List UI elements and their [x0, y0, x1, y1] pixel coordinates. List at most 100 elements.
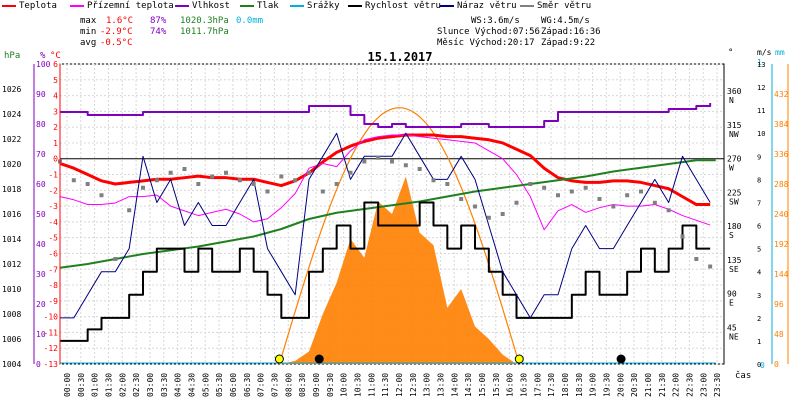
wind-tick-9: 9	[757, 153, 761, 161]
stat-sun-rise: Slunce Východ:07:56	[437, 27, 540, 37]
wind-tick-13: 13	[757, 61, 765, 69]
moonset-marker	[314, 354, 324, 364]
direction-tick-dir-1: NW	[729, 130, 739, 139]
legend-tlak[interactable]: Tlak	[240, 1, 279, 11]
series-layer	[58, 103, 716, 364]
x-tick-label-2: 01:00	[91, 373, 100, 397]
x-tick-label-8: 04:00	[174, 373, 183, 397]
celsius-tick-1: 5	[53, 76, 58, 85]
solar-tick-1: 48	[774, 330, 784, 339]
percent-tick-5: 50	[36, 210, 46, 219]
x-tick-label-43: 21:30	[658, 373, 667, 397]
stat-avg-temp: -0.5°C	[100, 38, 133, 48]
x-tick-label-16: 08:00	[284, 373, 293, 397]
legend-teplota[interactable]: Teplota	[2, 1, 57, 11]
direction-tick-dir-0: N	[729, 96, 734, 105]
x-tick-label-41: 20:30	[630, 373, 639, 397]
stat-wind-gust: WG:4.5m/s	[541, 16, 590, 26]
x-tick-label-3: 01:30	[104, 373, 113, 397]
wind-direction-point-21	[348, 170, 353, 175]
x-tick-label-28: 14:00	[450, 373, 459, 397]
x-tick-label-44: 22:00	[672, 373, 681, 397]
x-tick-label-26: 13:00	[423, 373, 432, 397]
x-tick-label-40: 20:00	[616, 373, 625, 397]
legend-prizemni-teplota-swatch	[70, 4, 84, 7]
wind-direction-point-31	[486, 215, 491, 220]
solar-tick-9: 432	[774, 90, 789, 99]
stat-min-temp: -2.9°C	[100, 27, 133, 37]
x-tick-label-24: 12:00	[395, 373, 404, 397]
wind-direction-point-6	[141, 185, 145, 190]
percent-tick-7: 70	[36, 150, 46, 159]
x-tick-label-9: 04:30	[187, 373, 196, 397]
wind-tick-0: 0	[757, 361, 761, 369]
legend-naraz-vetru-label: Náraz větru	[457, 1, 517, 11]
wind-direction-point-13	[237, 178, 242, 183]
wind-direction-point-40	[611, 204, 616, 209]
celsius-tick-18: -12	[44, 344, 59, 353]
series-3-line	[59, 159, 716, 269]
celsius-tick-7: -1	[48, 171, 58, 180]
wind-tick-8: 8	[757, 176, 761, 184]
hpa-tick-7: 1018	[2, 185, 21, 194]
stat-min-label: min	[80, 27, 97, 37]
direction-tick-dir-5: SE	[729, 265, 739, 274]
celsius-tick-3: 3	[53, 107, 58, 116]
celsius-tick-19: -13	[44, 360, 59, 369]
direction-tick-dir-3: SW	[729, 197, 739, 206]
legend-srazky[interactable]: Srážky	[290, 1, 340, 11]
wind-direction-point-37	[569, 189, 574, 194]
stat-max-rain: 0.0mm	[236, 16, 264, 26]
x-tick-label-42: 21:00	[644, 373, 653, 397]
celsius-tick-8: -2	[48, 186, 58, 195]
direction-tick-1: 315	[727, 121, 742, 130]
legend-vlhkost-swatch	[175, 4, 189, 7]
stat-moon-rise: Měsíc Východ:20:17	[437, 38, 535, 48]
legend-srazky-swatch	[290, 4, 304, 7]
hpa-tick-4: 1012	[2, 260, 21, 269]
x-tick-label-10: 05:00	[201, 373, 210, 397]
wind-direction-point-27	[431, 178, 436, 183]
series-2-line	[60, 103, 712, 128]
percent-tick-10: 100	[36, 60, 51, 69]
solar-tick-8: 384	[774, 120, 789, 129]
hpa-tick-5: 1014	[2, 235, 21, 244]
hpa-tick-0: 1004	[2, 360, 21, 369]
x-tick-label-34: 17:00	[533, 373, 542, 397]
hpa-tick-1: 1006	[2, 335, 21, 344]
legend-naraz-vetru-swatch	[440, 4, 454, 7]
wind-direction-point-17	[293, 178, 298, 183]
chart-title: 15.1.2017	[367, 50, 432, 64]
solar-radiation-area	[281, 176, 517, 364]
wind-direction-point-38	[583, 185, 588, 190]
hpa-tick-11: 1026	[2, 85, 21, 94]
celsius-tick-10: -4	[48, 218, 58, 227]
legend-naraz-vetru[interactable]: Náraz větru	[440, 1, 517, 11]
legend-rychlost-vetru[interactable]: Rychlost větru	[348, 1, 441, 11]
celsius-tick-16: -10	[44, 313, 59, 322]
wind-direction-point-12	[224, 170, 228, 175]
direction-tick-2: 270	[727, 155, 742, 164]
celsius-tick-13: -7	[48, 265, 58, 274]
legend-smer-vetru[interactable]: Směr větru	[520, 1, 591, 11]
series-0-line	[59, 133, 711, 207]
stat-sun-set: Západ:16:36	[541, 27, 601, 37]
sunrise-marker	[274, 354, 284, 364]
wind-direction-point-8	[168, 170, 173, 175]
wind-tick-5: 5	[757, 246, 761, 254]
legend-prizemni-teplota[interactable]: Přízemní teplota	[70, 1, 174, 11]
legend-vlhkost[interactable]: Vlhkost	[175, 1, 230, 11]
wind-tick-2: 2	[757, 315, 761, 323]
wind-axis-title: m/s	[757, 48, 772, 57]
celsius-tick-0: 6	[53, 60, 58, 69]
celsius-tick-14: -8	[48, 281, 58, 290]
wind-direction-point-2	[85, 182, 90, 186]
celsius-tick-6: 0	[53, 155, 58, 164]
stat-max-press: 1020.3hPa	[180, 16, 229, 26]
wind-tick-11: 11	[757, 107, 765, 115]
wind-tick-12: 12	[757, 84, 765, 92]
series-5-line	[60, 201, 711, 342]
x-tick-label-46: 23:00	[699, 373, 708, 397]
wind-direction-point-34	[528, 182, 533, 186]
percent-tick-2: 20	[36, 300, 46, 309]
